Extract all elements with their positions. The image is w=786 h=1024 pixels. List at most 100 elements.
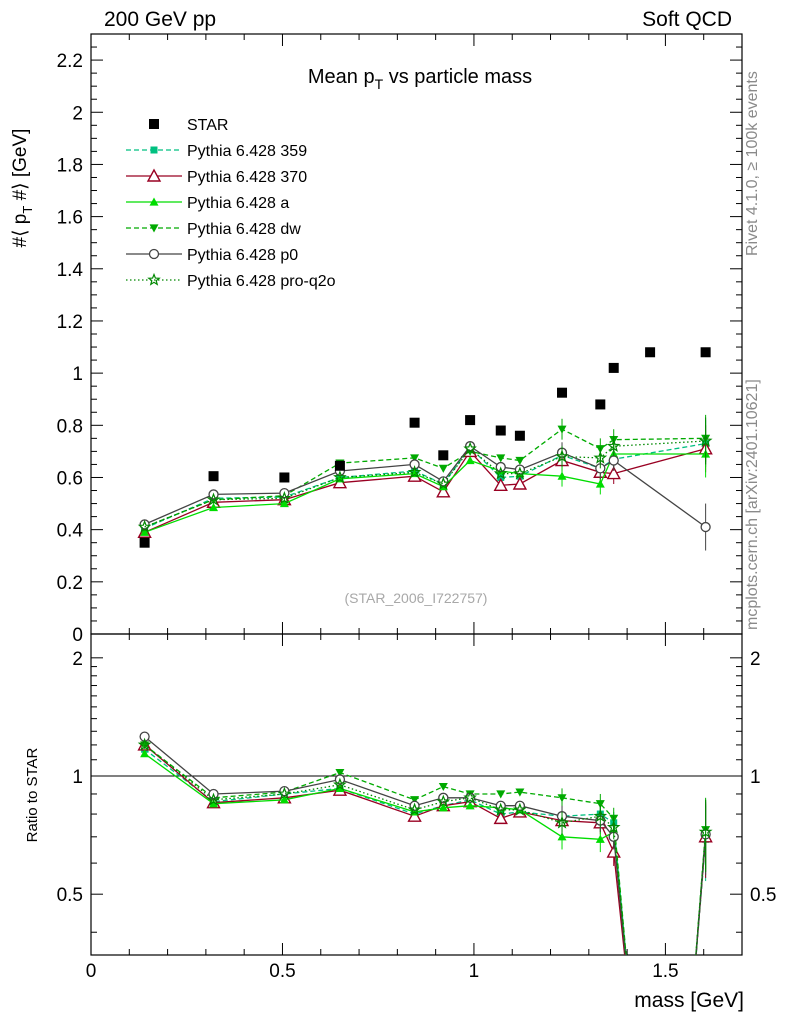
series-point: [515, 456, 525, 466]
series-point: [497, 473, 505, 481]
x-tick-label: 1.5: [652, 961, 678, 982]
ratio-point: [595, 834, 605, 843]
series-point: [463, 441, 477, 455]
ratio-point: [335, 783, 345, 792]
ratio-point: [606, 820, 621, 834]
x-tick-label: 0: [86, 961, 97, 982]
ratio-point: [209, 799, 219, 808]
ratio-point: [515, 788, 525, 797]
ratio-point: [698, 824, 713, 838]
ratio-tick-label: 0.5: [57, 885, 83, 906]
series-point: [277, 491, 292, 505]
y-tick-label: 0: [72, 625, 83, 646]
series-point: [209, 502, 219, 512]
legend-marker-5: [147, 272, 161, 286]
y-axis-label: #⟨ pT #⟩ [GeV]: [10, 129, 35, 248]
ratio-point: [557, 832, 567, 841]
ratio-point: [335, 769, 345, 778]
ratio-tick-label-right: 0.5: [750, 885, 776, 906]
series-point: [555, 449, 569, 463]
legend-marker-0: [150, 146, 158, 154]
star-data-point: [465, 415, 476, 426]
series-point: [436, 484, 451, 498]
ratio-point: [555, 815, 569, 829]
y-tick-label: 2: [72, 103, 83, 124]
header-collision-label: 200 GeV pp: [104, 8, 217, 31]
ratio-point: [438, 803, 448, 812]
series-point: [407, 465, 422, 479]
series-point: [593, 450, 608, 464]
series-point: [206, 492, 221, 506]
star-data-point: [279, 472, 290, 483]
legend-marker-3: [149, 224, 159, 233]
ratio-point: [513, 802, 527, 816]
series-point: [698, 433, 713, 447]
ratio-point: [410, 796, 420, 805]
y-tick-label: 2.2: [57, 51, 83, 72]
ratio-point: [279, 795, 289, 804]
ratio-line-5: [144, 744, 707, 955]
series-line-0: [144, 442, 706, 529]
series-point: [557, 425, 567, 434]
header-category-label: Soft QCD: [642, 8, 732, 31]
ratio-line-4: [144, 736, 707, 955]
ratio-point: [436, 794, 451, 808]
ratio-axis-label: Ratio to STAR: [24, 747, 41, 842]
y-tick-label: 1.4: [57, 260, 84, 281]
ratio-point: [206, 792, 221, 806]
series-point: [137, 519, 152, 533]
ratio-tick-label-right: 1: [750, 767, 761, 788]
ratio-point: [438, 782, 448, 792]
ratio-plot-frame: [90, 633, 743, 956]
ratio-point: [140, 749, 150, 758]
legend-marker-star: [149, 119, 159, 129]
legend-label-5: Pythia 6.428 pro-q2o: [187, 273, 336, 290]
ratio-line-1: [144, 744, 707, 955]
star-data-point: [495, 425, 506, 436]
legend-label-2: Pythia 6.428 a: [187, 195, 289, 212]
star-data-point: [645, 347, 656, 358]
ratio-point: [465, 801, 475, 810]
series-point: [700, 521, 711, 533]
ratio-tick-label-right: 2: [750, 649, 761, 670]
analysis-watermark: (STAR_2006_I722757): [345, 590, 488, 606]
series-point: [606, 466, 621, 480]
y-tick-label: 0.4: [57, 521, 84, 542]
series-point: [409, 459, 420, 470]
star-data-point: [409, 417, 420, 428]
x-tick-label: 1: [469, 961, 480, 982]
legend-label-4: Pythia 6.428 p0: [187, 247, 298, 264]
chart-title: Mean pT vs particle mass: [308, 66, 532, 92]
ratio-point: [333, 777, 347, 791]
ratio-point: [493, 810, 508, 825]
legend-marker-2: [149, 197, 159, 206]
ratio-point: [593, 808, 608, 822]
star-data-point: [557, 387, 568, 398]
legend-label-star: STAR: [187, 117, 228, 134]
ratio-point: [137, 737, 152, 751]
y-tick-label: 0.6: [57, 468, 83, 489]
star-data-point: [208, 471, 219, 482]
ratio-tick-label: 2: [72, 649, 83, 670]
ratio-point: [493, 802, 508, 816]
legend-marker-1: [146, 168, 162, 182]
ratio-line-0: [144, 748, 707, 955]
star-data-point: [700, 347, 711, 358]
series-point: [496, 454, 506, 463]
ratio-point: [277, 786, 292, 800]
ratio-point: [407, 802, 422, 816]
star-data-point: [334, 460, 345, 471]
y-tick-label: 1.6: [57, 208, 83, 229]
star-data-point: [139, 537, 150, 548]
y-tick-label: 1: [72, 364, 83, 385]
series-point: [512, 476, 528, 490]
series-point: [333, 470, 347, 484]
series-point: [493, 466, 508, 480]
series-point: [436, 476, 451, 490]
y-tick-label: 1.2: [57, 312, 83, 333]
ratio-tick-label: 1: [72, 767, 83, 788]
ratio-point: [595, 800, 605, 809]
series-point: [465, 456, 475, 465]
star-data-point: [595, 399, 606, 410]
ratio-line-2: [144, 753, 707, 955]
